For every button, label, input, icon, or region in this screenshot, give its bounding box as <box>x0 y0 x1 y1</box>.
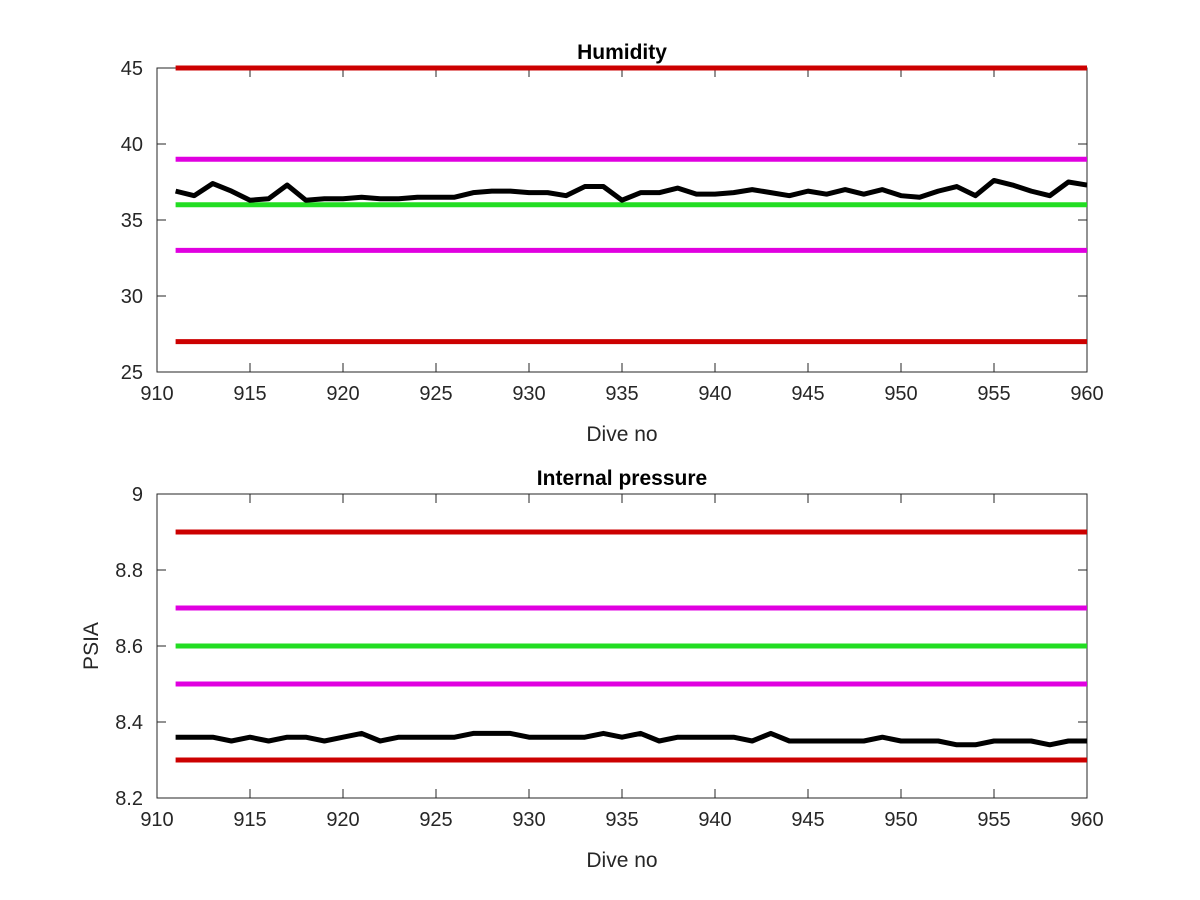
x-tick-label: 955 <box>977 383 1010 405</box>
y-tick-label: 40 <box>121 134 143 156</box>
x-tick-label: 915 <box>233 383 266 405</box>
y-tick-label: 30 <box>121 286 143 308</box>
x-tick-label: 930 <box>512 383 545 405</box>
x-axis-label: Dive no <box>586 423 657 446</box>
plot-area <box>156 67 1088 373</box>
series-line <box>175 177 1088 203</box>
x-tick-label: 920 <box>326 383 359 405</box>
x-tick-label: 925 <box>419 809 452 831</box>
x-tick-label: 950 <box>884 383 917 405</box>
internal-pressure-chart: 910 915 920 925 930 935 940 945 950 955 960 8.2 8.4 8… <box>80 467 1104 872</box>
x-tick-label: 940 <box>698 809 731 831</box>
humidity-chart: 910 915 920 925 930 935 940 945 950 955 960 25 30 35 4… <box>121 41 1104 446</box>
chart-title: Humidity <box>577 41 667 64</box>
y-tick-label: 8.2 <box>115 788 143 810</box>
y-tick-label: 8.6 <box>115 636 143 658</box>
x-tick-label: 945 <box>791 383 824 405</box>
x-tick-label: 955 <box>977 809 1010 831</box>
x-tick-label: 945 <box>791 809 824 831</box>
x-tick-label: 935 <box>605 809 638 831</box>
x-tick-label: 960 <box>1070 809 1103 831</box>
x-tick-label: 925 <box>419 383 452 405</box>
x-tick-label: 950 <box>884 809 917 831</box>
x-tick-label: 915 <box>233 809 266 831</box>
x-tick-label: 930 <box>512 809 545 831</box>
y-tick-label: 9 <box>132 484 143 506</box>
x-tick-label: 910 <box>140 383 173 405</box>
y-tick-label: 35 <box>121 210 143 232</box>
y-tick-label: 25 <box>121 362 143 384</box>
y-tick-label: 8.8 <box>115 560 143 582</box>
y-axis-label: PSIA <box>80 622 103 670</box>
y-tick-label: 45 <box>121 58 143 80</box>
x-tick-label: 935 <box>605 383 638 405</box>
chart-title: Internal pressure <box>537 467 707 490</box>
x-axis-label: Dive no <box>586 849 657 872</box>
x-tick-label: 940 <box>698 383 731 405</box>
x-tick-label: 960 <box>1070 383 1103 405</box>
series-line <box>175 730 1087 748</box>
x-tick-label: 920 <box>326 809 359 831</box>
y-tick-label: 8.4 <box>115 712 143 734</box>
x-tick-label: 910 <box>140 809 173 831</box>
